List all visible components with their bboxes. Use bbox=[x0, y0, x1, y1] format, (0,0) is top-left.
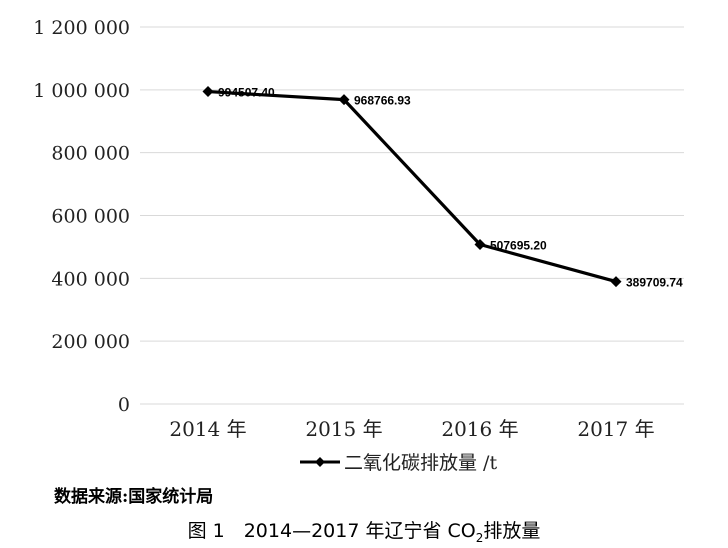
x-tick-label: 2017 年 bbox=[577, 417, 654, 441]
figure-caption: 图 1 2014—2017 年辽宁省 CO2排放量 bbox=[0, 516, 728, 545]
legend-marker-swatch bbox=[315, 457, 325, 467]
y-tick-label: 600 000 bbox=[51, 206, 130, 228]
x-tick-label: 2015 年 bbox=[305, 417, 382, 441]
y-tick-label: 400 000 bbox=[51, 268, 130, 290]
series-co2: 994507.40 968766.93 507695.20 389709.74 bbox=[202, 86, 683, 290]
y-axis: 0 200 000 400 000 600 000 800 000 1 000 000 1 … bbox=[33, 17, 130, 416]
data-label: 507695.20 bbox=[490, 238, 547, 252]
line-chart: 0 200 000 400 000 600 000 800 000 1 000 000 1 … bbox=[33, 17, 684, 474]
gridlines bbox=[140, 26, 684, 405]
y-tick-label: 1 200 000 bbox=[33, 17, 130, 39]
data-point-marker bbox=[610, 276, 622, 288]
data-point-marker bbox=[474, 238, 486, 250]
source-note: 数据来源:国家统计局 bbox=[54, 487, 214, 507]
x-tick-label: 2016 年 bbox=[441, 417, 518, 441]
data-point-marker bbox=[338, 94, 350, 106]
caption-suffix: 排放量 bbox=[483, 520, 541, 542]
x-tick-label: 2014 年 bbox=[169, 417, 246, 441]
y-tick-label: 800 000 bbox=[51, 143, 130, 165]
x-axis: 2014 年 2015 年 2016 年 2017 年 bbox=[169, 417, 654, 441]
y-tick-label: 0 bbox=[118, 394, 130, 416]
caption-prefix: 图 1 2014—2017 年辽宁省 CO bbox=[187, 520, 476, 542]
caption-subscript: 2 bbox=[475, 530, 484, 545]
y-tick-label: 1 000 000 bbox=[33, 80, 130, 102]
data-label: 389709.74 bbox=[626, 276, 683, 290]
series-line bbox=[207, 89, 617, 284]
data-label: 994507.40 bbox=[218, 86, 275, 100]
data-label: 968766.93 bbox=[354, 94, 411, 108]
data-point-marker bbox=[202, 86, 214, 98]
legend: 二氧化碳排放量 /t bbox=[300, 452, 497, 474]
legend-label: 二氧化碳排放量 /t bbox=[344, 452, 497, 474]
y-tick-label: 200 000 bbox=[51, 331, 130, 353]
